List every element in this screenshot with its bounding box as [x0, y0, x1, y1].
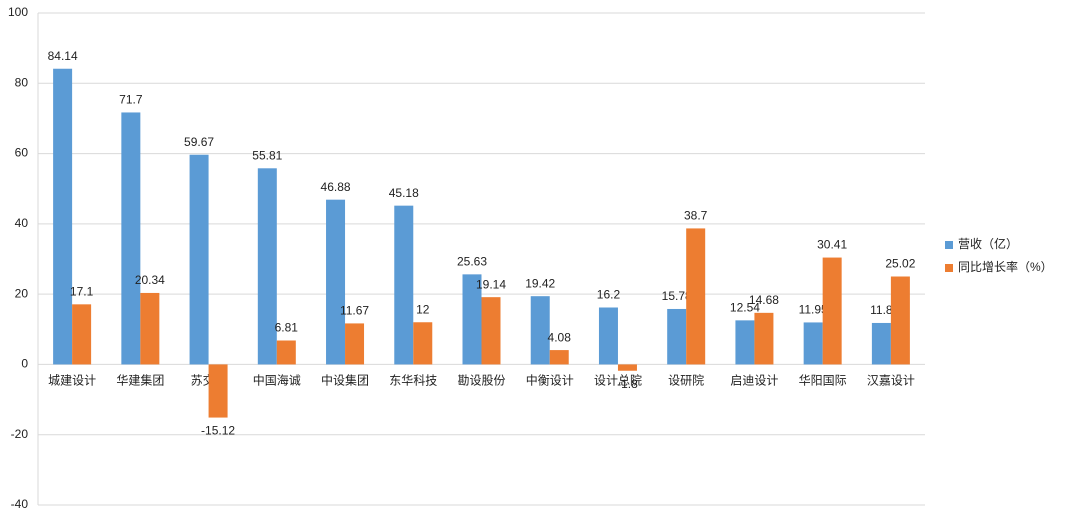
x-tick-label: 华建集团 — [116, 373, 164, 388]
value-label: 15.78 — [662, 289, 692, 303]
value-label: 30.41 — [817, 238, 847, 252]
value-label: 14.68 — [749, 293, 779, 307]
value-label: 25.02 — [885, 257, 915, 271]
bar — [189, 154, 209, 365]
bar — [462, 274, 482, 365]
x-tick-label: 中设集团 — [321, 373, 369, 388]
bar — [667, 308, 687, 365]
x-tick-label: 中国海诚 — [253, 373, 301, 388]
bar — [481, 297, 501, 365]
x-tick-label: 设研院 — [668, 374, 704, 388]
legend-swatch — [945, 264, 953, 272]
bar — [413, 322, 433, 365]
bar — [617, 364, 637, 371]
y-tick-label: 80 — [15, 75, 29, 89]
value-label: 38.7 — [684, 209, 708, 223]
y-tick-label: 40 — [15, 216, 29, 230]
x-tick-label: 设计总院 — [594, 374, 642, 388]
bar — [890, 276, 910, 365]
x-tick-label: 华阳国际 — [799, 374, 847, 388]
value-label: 20.34 — [135, 273, 165, 287]
bar — [530, 296, 550, 365]
value-label: 46.88 — [321, 180, 351, 194]
y-tick-label: 60 — [15, 146, 29, 160]
bar — [72, 304, 92, 365]
value-label: 12 — [416, 302, 430, 316]
y-tick-label: -20 — [11, 427, 29, 441]
legend-label: 营收（亿） — [958, 236, 1018, 251]
legend-swatch — [945, 241, 953, 249]
bar — [686, 228, 706, 365]
bar — [754, 312, 774, 365]
bar — [803, 322, 823, 365]
x-tick-label: 中衡设计 — [526, 373, 574, 388]
value-label: 6.81 — [275, 321, 299, 335]
value-label: 45.18 — [389, 186, 419, 200]
bar — [208, 364, 228, 418]
value-label: 19.42 — [525, 276, 555, 290]
value-label: 16.2 — [597, 288, 621, 302]
bar — [326, 199, 346, 365]
bar — [549, 350, 569, 365]
value-label: -15.12 — [201, 424, 235, 438]
legend-label: 同比增长率（%） — [958, 259, 1053, 274]
value-label: 59.67 — [184, 135, 214, 149]
bar — [871, 322, 891, 365]
y-tick-label: -40 — [11, 497, 29, 511]
y-tick-label: 20 — [15, 286, 29, 300]
value-label: 11.95 — [799, 303, 828, 317]
value-label: 17.1 — [70, 285, 94, 299]
bar — [394, 205, 414, 365]
bar — [140, 292, 160, 365]
bar — [735, 320, 755, 365]
value-label: 11.8 — [870, 303, 893, 317]
x-tick-label: 勘设股份 — [457, 374, 505, 388]
bar — [53, 68, 73, 365]
y-tick-label: 100 — [8, 5, 28, 19]
bar — [822, 257, 842, 365]
value-label: 84.14 — [48, 49, 78, 63]
value-label: 71.7 — [119, 93, 143, 107]
value-label: 11.67 — [340, 304, 369, 318]
x-tick-label: 城建设计 — [48, 374, 96, 388]
value-label: 4.08 — [548, 330, 572, 344]
value-label: 25.63 — [457, 255, 487, 269]
bar — [598, 307, 618, 365]
bar — [345, 323, 365, 365]
value-label: 55.81 — [252, 148, 282, 162]
value-label: 12.54 — [730, 301, 760, 315]
x-tick-label: 汉嘉设计 — [867, 374, 915, 388]
bar — [121, 112, 141, 365]
value-label: 19.14 — [476, 277, 506, 291]
bar — [276, 340, 296, 365]
value-label: -1.8 — [617, 377, 638, 391]
bar — [257, 168, 277, 365]
x-tick-label: 东华科技 — [389, 374, 437, 388]
y-tick-label: 0 — [21, 357, 28, 371]
x-tick-label: 启迪设计 — [730, 374, 778, 388]
